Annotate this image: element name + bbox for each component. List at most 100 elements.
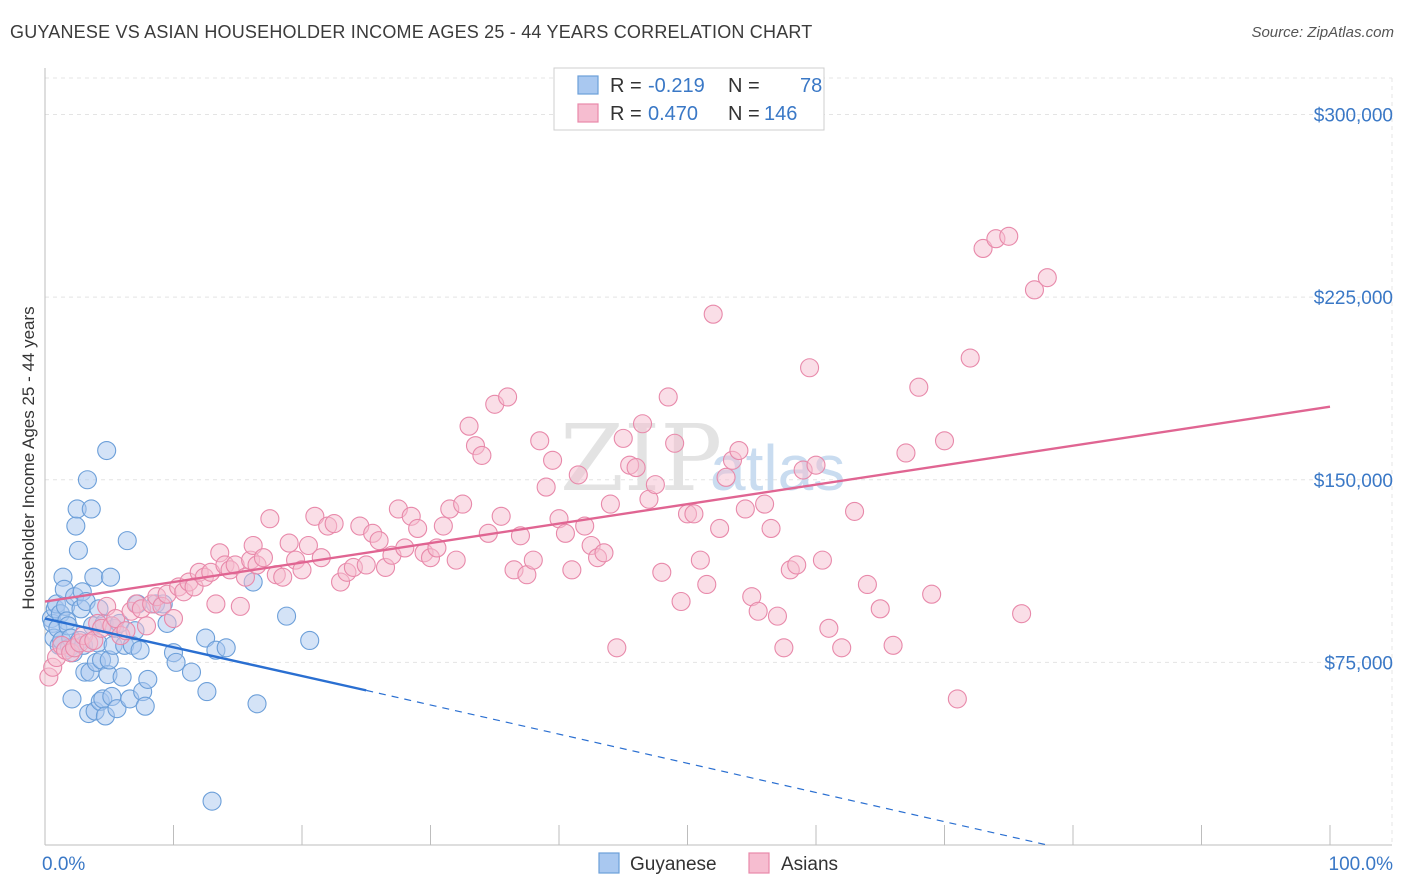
asian-point	[652, 562, 672, 582]
asian-point	[844, 501, 865, 521]
x-tick-labels: 0.0% 100.0%	[42, 854, 1393, 875]
asian-point	[999, 226, 1019, 246]
axes	[44, 68, 1392, 846]
asian-point	[703, 304, 723, 324]
guyanese-point	[130, 640, 150, 660]
asian-point	[787, 555, 807, 575]
y-tick-labels: $75,000 $150,000 $225,000 $300,000	[1314, 106, 1393, 675]
asian-point	[755, 494, 775, 514]
asian-point	[253, 548, 274, 568]
asian-point	[800, 358, 820, 378]
asian-point	[697, 574, 717, 595]
asian-trend-line	[44, 405, 1331, 603]
asian-point	[671, 591, 691, 612]
legend-swatch-guyanese	[577, 75, 599, 95]
asian-point	[1037, 268, 1057, 288]
asian-point	[523, 550, 543, 570]
guyanese-point	[197, 682, 217, 702]
asian-point	[555, 523, 575, 543]
guyanese-point	[135, 696, 155, 716]
guyanese-point	[300, 630, 320, 651]
asian-point	[369, 531, 389, 551]
asian-point	[472, 445, 492, 465]
asian-point	[613, 428, 633, 448]
asian-point	[1024, 280, 1044, 300]
y-tick-label: $300,000	[1314, 106, 1393, 127]
asian-point	[491, 506, 511, 526]
asian-point	[459, 416, 479, 436]
y-tick-label: $225,000	[1314, 288, 1393, 309]
asian-point	[973, 238, 993, 258]
legend-n-value-1: 78	[800, 75, 822, 97]
asian-point	[922, 584, 942, 604]
asian-point	[934, 431, 955, 451]
asian-point	[292, 560, 312, 580]
bottom-legend-swatch-guyanese	[598, 852, 620, 874]
guyanese-point	[100, 567, 121, 587]
asian-point	[273, 567, 293, 587]
asian-point	[960, 348, 980, 368]
asian-point	[600, 494, 620, 514]
asian-point	[594, 543, 614, 563]
guyanese-trend-line	[44, 617, 367, 692]
asian-point	[136, 616, 157, 636]
source-note: Source: ZipAtlas.com	[1251, 24, 1394, 41]
asian-point	[645, 475, 665, 495]
asian-point	[260, 509, 280, 529]
guyanese-point	[68, 540, 88, 560]
asian-point	[453, 494, 473, 514]
asian-point	[632, 414, 653, 434]
guyanese-point	[216, 638, 236, 658]
asian-point	[626, 458, 646, 478]
asian-point	[909, 377, 929, 397]
legend-swatch-asians	[577, 103, 599, 123]
guyanese-point	[84, 567, 104, 587]
chart-title: GUYANESE VS ASIAN HOUSEHOLDER INCOME AGE…	[10, 22, 813, 42]
guyanese-point	[181, 662, 202, 682]
asian-point	[279, 533, 299, 553]
guyanese-point	[112, 667, 132, 687]
legend-n-value-2: 146	[764, 103, 797, 125]
asian-point	[324, 514, 344, 534]
asian-point	[735, 499, 755, 519]
asian-point	[896, 443, 916, 463]
asian-point	[1012, 604, 1032, 624]
guyanese-point	[81, 499, 101, 519]
y-axis-label: Householder Income Ages 25 - 44 years	[19, 306, 38, 609]
legend-r-label-1: R =	[610, 75, 642, 97]
asian-point	[947, 689, 967, 709]
asian-point	[206, 594, 226, 614]
series-legend: Guyanese Asians	[598, 852, 838, 875]
trend-lines	[44, 405, 1331, 846]
guyanese-point	[277, 606, 297, 626]
correlation-legend: R = -0.219 N = 78 R = 0.470 N = 146	[553, 67, 825, 131]
x-tick-label-min: 0.0%	[42, 854, 85, 875]
legend-r-label-2: R =	[610, 103, 642, 125]
asian-point	[857, 574, 877, 595]
guyanese-point	[166, 652, 186, 672]
legend-r-value-2: 0.470	[648, 103, 698, 125]
asian-point	[748, 601, 768, 621]
asian-point	[729, 440, 749, 461]
asian-point	[819, 618, 839, 638]
asian-point	[658, 387, 678, 407]
asian-point	[446, 550, 466, 570]
asian-point	[568, 465, 588, 485]
asian-point	[530, 431, 550, 451]
asian-point	[774, 638, 794, 658]
bottom-legend-guyanese: Guyanese	[630, 854, 717, 875]
asian-point	[690, 550, 710, 570]
y-tick-label: $150,000	[1314, 471, 1393, 492]
guyanese-point	[117, 531, 137, 551]
guyanese-point	[66, 516, 86, 536]
asian-point	[163, 609, 184, 629]
asian-point	[356, 555, 376, 575]
guyanese-point	[138, 669, 158, 689]
asian-point	[305, 506, 325, 526]
asian-points	[39, 226, 1057, 709]
x-tick-label-max: 100.0%	[1329, 854, 1394, 875]
legend-n-label-2: N =	[728, 103, 760, 125]
asian-point	[761, 518, 781, 539]
guyanese-point	[62, 689, 82, 709]
